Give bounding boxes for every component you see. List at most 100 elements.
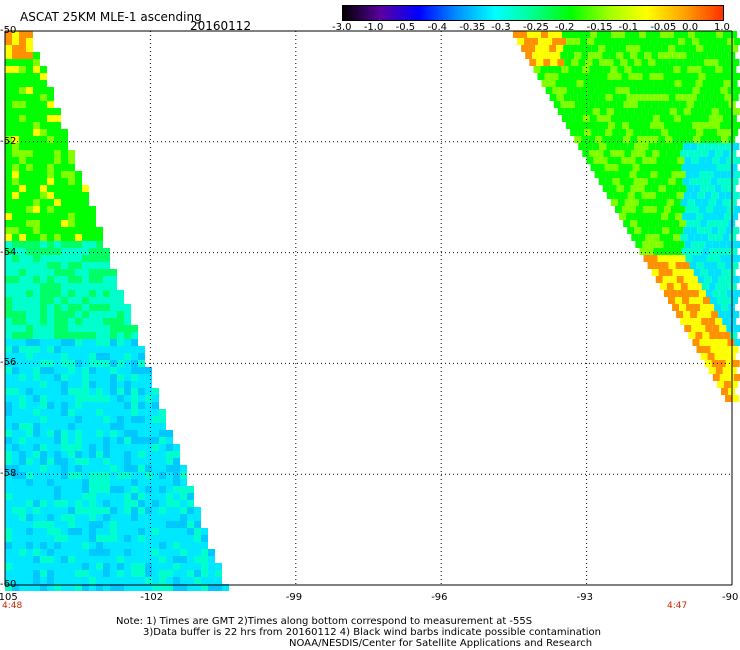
- swath-cell: [658, 220, 666, 227]
- swath-cell: [668, 45, 676, 52]
- swath-cell: [82, 311, 89, 318]
- swath-cell: [636, 122, 644, 129]
- swath-cell: [131, 507, 138, 514]
- swath-cell: [648, 59, 656, 66]
- swath-cell: [61, 339, 68, 346]
- swath-cell: [709, 332, 717, 339]
- swath-cell: [61, 367, 68, 374]
- swath-cell: [702, 332, 710, 339]
- swath-cell: [657, 38, 665, 45]
- swath-cell: [82, 318, 89, 325]
- swath-cell: [103, 444, 110, 451]
- swath-cell: [680, 318, 688, 325]
- swath-cell: [54, 514, 61, 521]
- swath-cell: [12, 220, 19, 227]
- swath-cell: [89, 325, 96, 332]
- swath-cell: [40, 129, 47, 136]
- swath-cell: [601, 38, 609, 45]
- swath-cell: [103, 479, 110, 486]
- swath-cell: [5, 563, 12, 570]
- swath-cell: [12, 353, 19, 360]
- swath-cell: [661, 94, 669, 101]
- swath-cell: [54, 563, 61, 570]
- swath-cell: [723, 297, 731, 304]
- swath-cell: [47, 381, 54, 388]
- swath-cell: [131, 451, 138, 458]
- swath-cell: [103, 360, 110, 367]
- swath-cell: [82, 430, 89, 437]
- swath-cell: [5, 59, 12, 66]
- swath-cell: [131, 339, 138, 346]
- swath-cell: [89, 332, 96, 339]
- swath-cell: [644, 101, 652, 108]
- swath-cell: [539, 52, 547, 59]
- swath-cell: [702, 164, 710, 171]
- swath-cell: [597, 164, 605, 171]
- swath-cell: [692, 122, 700, 129]
- swath-cell: [138, 381, 145, 388]
- swath-cell: [152, 444, 159, 451]
- swath-cell: [5, 45, 12, 52]
- swath-cell: [33, 528, 40, 535]
- swath-cell: [145, 374, 152, 381]
- swath-cell: [12, 500, 19, 507]
- swath-cell: [61, 570, 68, 577]
- swath-cell: [731, 213, 739, 220]
- swath-cell: [89, 318, 96, 325]
- swath-cell: [687, 234, 695, 241]
- swath-cell: [54, 577, 61, 584]
- swath-cell: [117, 381, 124, 388]
- swath-cell: [19, 227, 26, 234]
- swath-cell: [61, 206, 68, 213]
- swath-cell: [709, 248, 717, 255]
- swath-cell: [68, 367, 75, 374]
- swath-cell: [96, 570, 103, 577]
- swath-cell: [40, 255, 47, 262]
- swath-cell: [68, 381, 75, 388]
- swath-cell: [645, 199, 653, 206]
- swath-cell: [726, 157, 734, 164]
- swath-cell: [40, 171, 47, 178]
- swath-cell: [82, 290, 89, 297]
- swath-cell: [622, 87, 630, 94]
- swath-cell: [615, 87, 623, 94]
- lat-lon-grid: [4, 30, 733, 586]
- swath-cell: [581, 52, 589, 59]
- swath-cell: [717, 262, 725, 269]
- swath-cell: [61, 283, 68, 290]
- swath-cell: [724, 129, 732, 136]
- swath-cell: [75, 374, 82, 381]
- swath-cell: [12, 311, 19, 318]
- swath-cell: [75, 423, 82, 430]
- swath-cell: [33, 549, 40, 556]
- swath-cell: [26, 206, 33, 213]
- swath-cell: [82, 458, 89, 465]
- swath-cell: [75, 192, 82, 199]
- swath-cell: [708, 318, 716, 325]
- swath-cell: [159, 507, 166, 514]
- swath-cell: [96, 297, 103, 304]
- swath-cell: [12, 178, 19, 185]
- swath-cell: [82, 199, 89, 206]
- swath-cell: [5, 374, 12, 381]
- swath-cell: [124, 346, 131, 353]
- swath-cell: [187, 493, 194, 500]
- swath-cell: [524, 38, 532, 45]
- swath-cell: [138, 395, 145, 402]
- swath-cell: [145, 423, 152, 430]
- swath-cell: [40, 535, 47, 542]
- swath-cell: [705, 290, 713, 297]
- swath-cell: [684, 325, 692, 332]
- swath-cell: [54, 549, 61, 556]
- swath-cell: [75, 290, 82, 297]
- swath-cell: [673, 115, 681, 122]
- swath-cell: [715, 150, 723, 157]
- swath-cell: [96, 248, 103, 255]
- swath-cell: [117, 318, 124, 325]
- swath-cell: [702, 80, 710, 87]
- swath-cell: [624, 115, 632, 122]
- swath-cell: [124, 542, 131, 549]
- swath-cell: [33, 66, 40, 73]
- swath-cell: [691, 157, 699, 164]
- swath-cell: [19, 339, 26, 346]
